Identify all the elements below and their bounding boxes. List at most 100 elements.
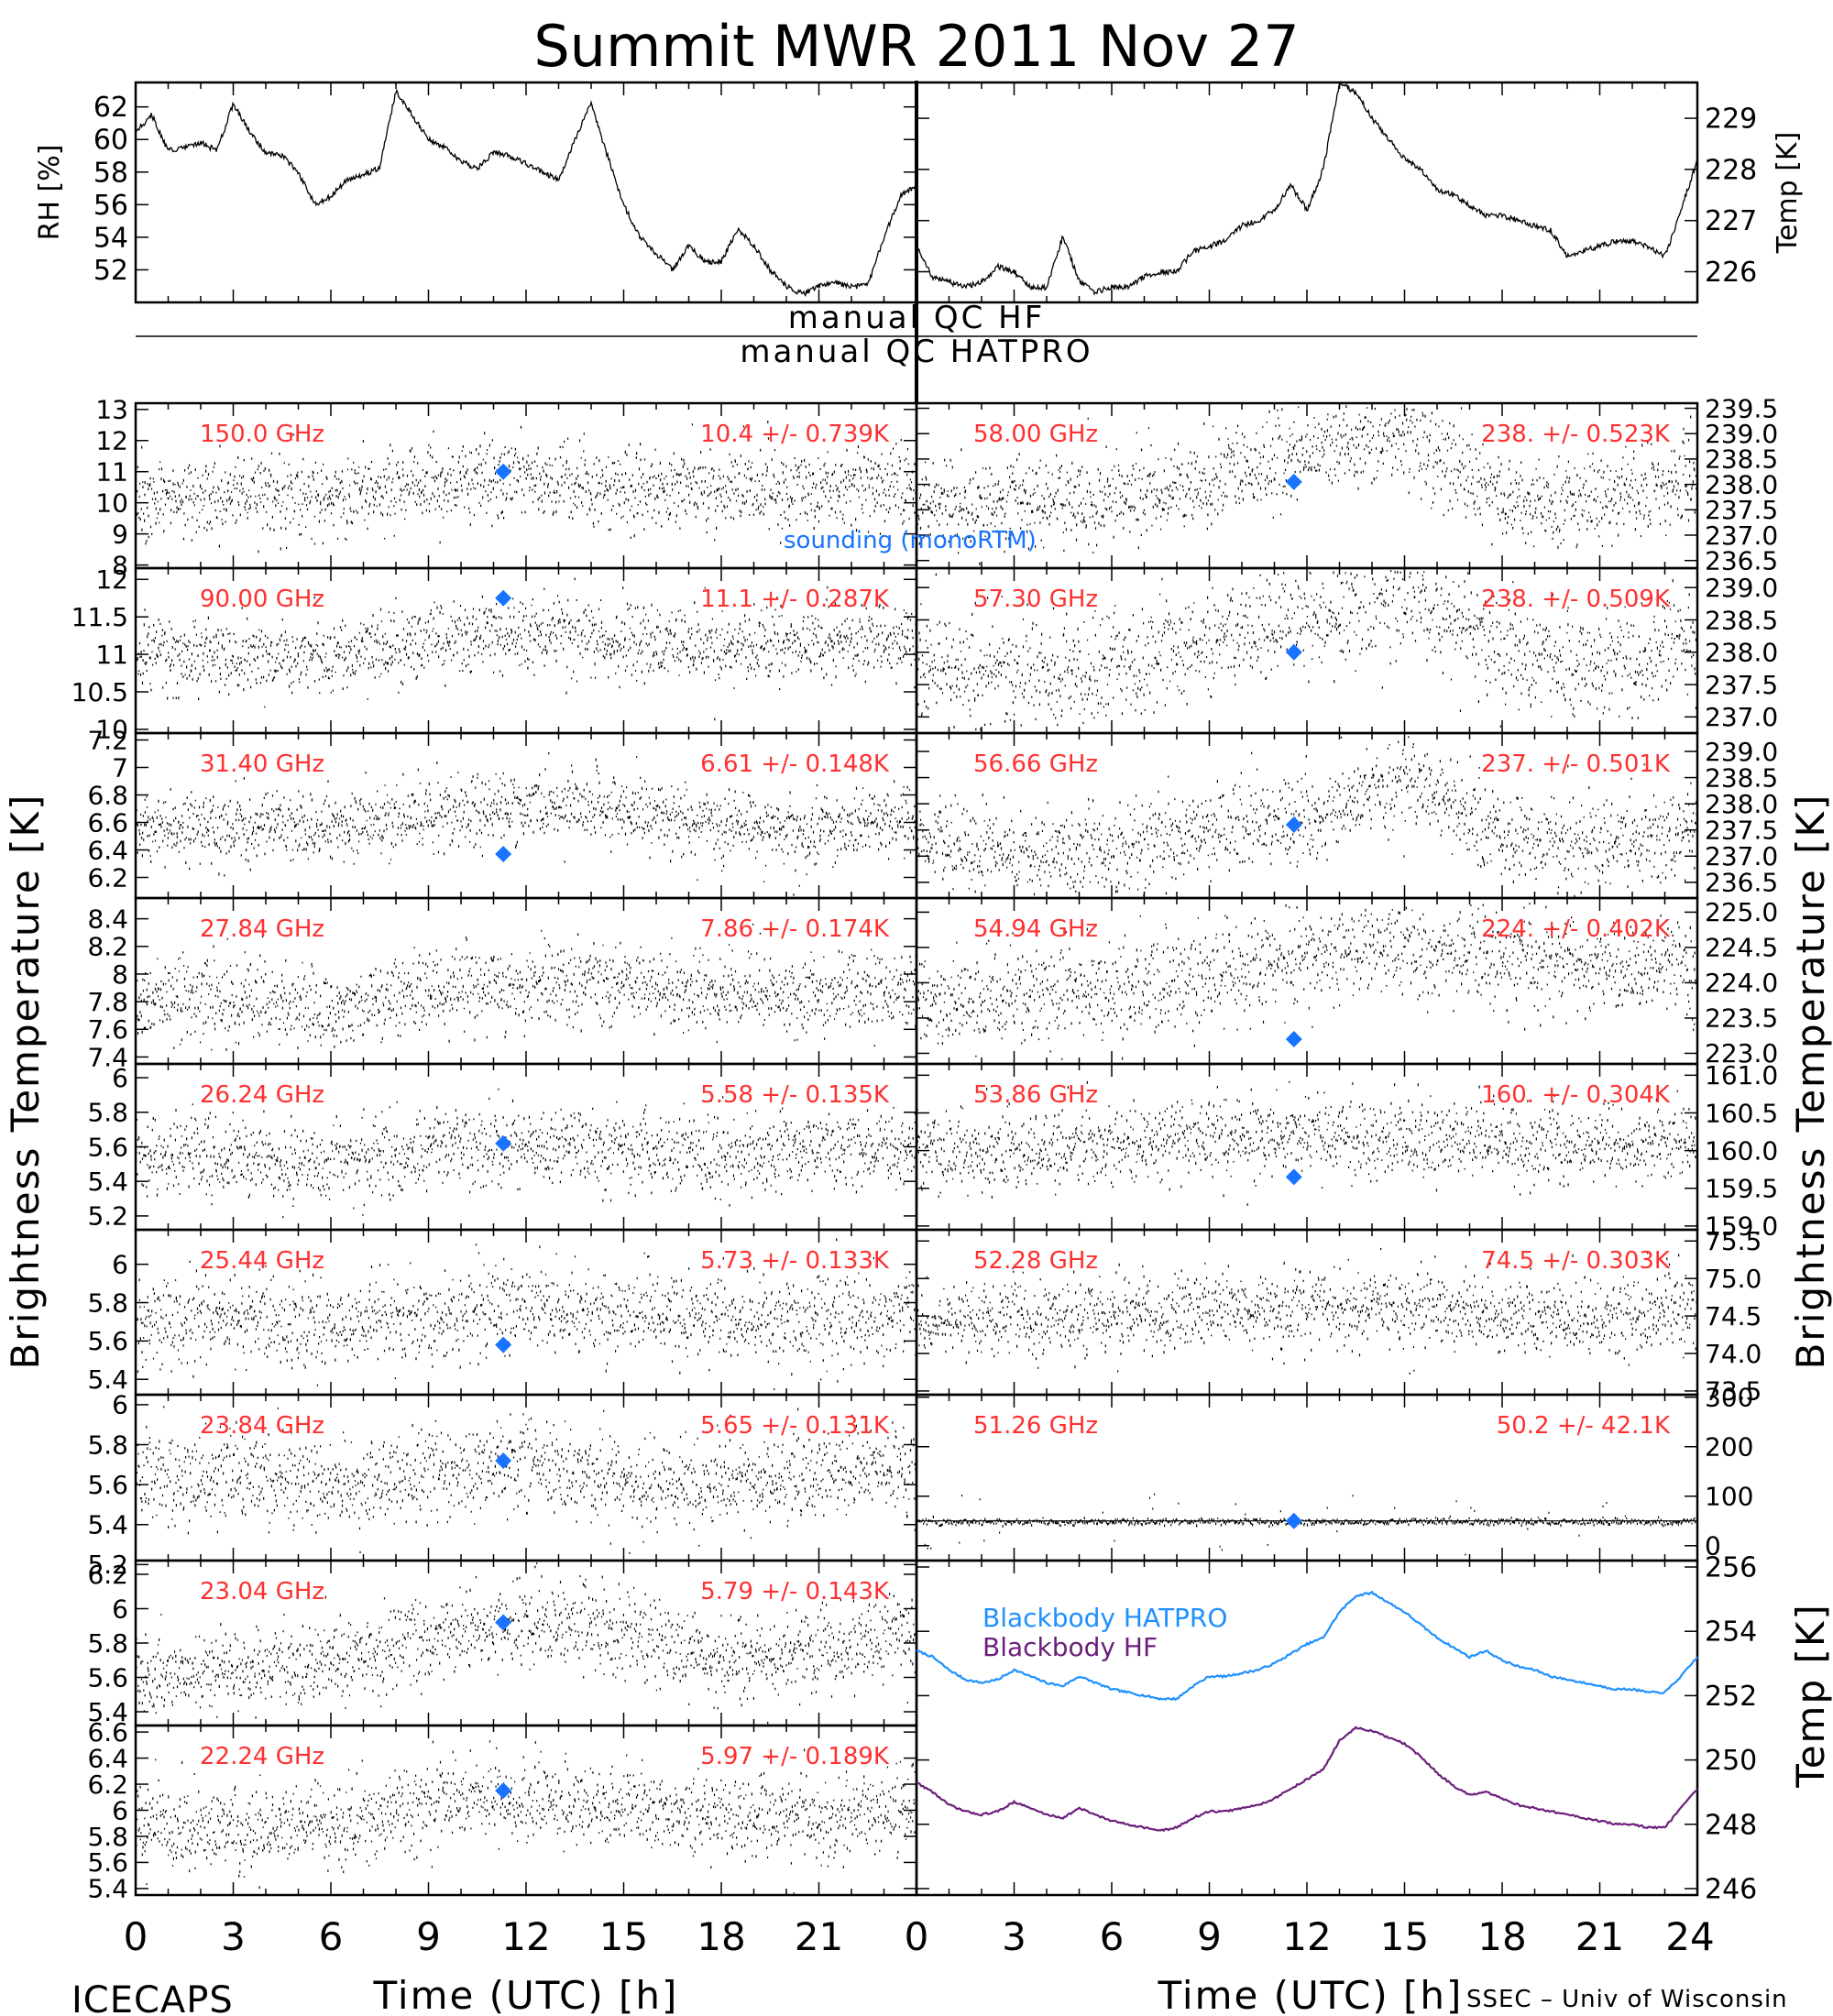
ch2224-panel-y-tick-label: 5.8 [87,1822,128,1852]
ch2784-panel-y-ticks: 7.47.67.888.28.4 [87,904,916,1072]
ch90-panel-sounding-marker [495,589,512,607]
ch2384-panel-y-tick-label: 5.2 [87,1550,128,1580]
left-y-axis-label: Brightness Temperature [K] [3,794,48,1370]
x-tick-label: 9 [1197,1914,1222,1959]
ch2544-panel-y-tick-label: 5.6 [87,1326,128,1356]
ch2304-panel-y-tick-label: 5.6 [87,1662,128,1693]
ch2384-panel-y-tick-label: 5.6 [87,1470,128,1500]
ch2544-panel-stat-label: 5.73 +/- 0.133K [700,1247,890,1275]
ch5126-panel-y-tick-label: 100 [1705,1482,1753,1512]
ch5386-panel-y-tick-label: 161.0 [1705,1060,1778,1090]
x-axis-label-left: Time (UTC) [h] [373,1973,679,2016]
blackbody-panel-x-ticks [916,1561,1698,1895]
ch5730-panel-frequency-label: 57.30 GHz [973,586,1098,613]
ch2304-panel-y-tick-label: 5.4 [87,1697,128,1727]
blackbody-series-hf [916,1726,1698,1833]
blackbody-panel-y-tick-label: 248 [1705,1809,1757,1841]
ch90-panel-data-points [135,577,917,721]
ch150-panel-y-tick-label: 13 [95,395,128,425]
ch5666-panel-y-tick-label: 237.0 [1705,841,1778,871]
ch5730-panel-stat-label: 238. +/- 0.509K [1481,586,1671,613]
blackbody-panel-y-tick-label: 252 [1705,1681,1757,1713]
ch2224-panel-y-tick-label: 6 [112,1795,128,1825]
ch2624-panel-sounding-marker [495,1134,512,1152]
ch5386-panel-sounding-marker [1285,1168,1302,1186]
ch3140-panel-y-ticks: 6.26.46.66.877.2 [87,725,916,893]
ch5730-panel-y-tick-label: 238.0 [1705,638,1778,668]
ch3140-panel-y-tick-label: 6.4 [87,835,128,865]
x-tick-label: 12 [1282,1914,1331,1959]
ch3140-panel-sounding-marker [495,846,512,862]
ch5800-panel-y-tick-label: 237.0 [1705,520,1778,551]
ch2624-panel-y-ticks: 5.2 5.4 5.6 5.8 6 [87,1063,916,1232]
ch2304-panel-sounding-marker [495,1614,512,1631]
ch5386-panel-y-tick-label: 159.5 [1705,1174,1778,1204]
ch5126-panel-y-tick-label: 0 [1705,1531,1721,1561]
ch5800-panel-y-tick-label: 239.0 [1705,419,1778,449]
x-tick-label: 21 [1575,1914,1624,1959]
ch5666-panel-sounding-marker [1285,816,1302,833]
rh-panel-y-tick-label: 60 [93,125,128,157]
ch150-panel-y-tick-label: 11 [95,457,128,488]
ch2224-panel-y-tick-label: 6.4 [87,1743,128,1773]
ch5800-panel-y-tick-label: 238.5 [1705,444,1778,475]
ch5494-panel-y-tick-label: 223.5 [1705,1003,1778,1034]
ch5730-panel-data-points [916,570,1698,731]
ch5800-panel-stat-label: 238. +/- 0.523K [1481,421,1671,448]
ch2224-panel-y-tick-label: 5.4 [87,1874,128,1904]
ch2624-panel-y-tick-label: 6 [112,1063,128,1093]
legend-blackbody-hf: Blackbody HF [982,1632,1158,1662]
ch3140-panel-frequency-label: 31.40 GHz [200,751,324,778]
ch2624-panel-y-tick-label: 5.8 [87,1098,128,1128]
ch5666-panel-frequency-label: 56.66 GHz [973,751,1098,778]
ch5494-panel-data-points [916,903,1698,1060]
ch2384-panel-stat-label: 5.65 +/- 0.131K [700,1412,890,1440]
blackbody-y-axis-label: Temp [K] [1788,1603,1833,1789]
rh-panel-y-tick-label: 52 [93,255,128,287]
ch5494-panel-stat-label: 224. +/- 0.402K [1481,915,1671,943]
ch2304-panel-y-tick-label: 5.8 [87,1628,128,1659]
ch2544-panel-y-tick-label: 5.8 [87,1287,128,1318]
footer-ssec: SSEC – Univ of Wisconsin [1466,1986,1788,2013]
ch90-panel-frequency-label: 90.00 GHz [200,586,324,613]
x-tick-label: 0 [124,1914,148,1959]
ch5228-panel-frequency-label: 52.28 GHz [973,1247,1098,1275]
ch2544-panel-sounding-marker [495,1336,512,1353]
rh-panel-y-tick-label: 62 [93,92,128,124]
ch5800-panel-y-tick-label: 238.0 [1705,469,1778,499]
blackbody-panel-y-tick-label: 246 [1705,1873,1757,1905]
x-tick-label: 12 [501,1914,550,1959]
ch2624-panel-stat-label: 5.58 +/- 0.135K [700,1081,890,1109]
ch5126-panel-frequency-label: 51.26 GHz [973,1412,1098,1440]
ch2784-panel-stat-label: 7.86 +/- 0.174K [700,915,890,943]
ch5730-panel-y-tick-label: 237.0 [1705,702,1778,732]
ch5800-panel-data-points [916,405,1698,565]
ch2784-panel-y-tick-label: 8.4 [87,904,128,934]
ch5228-panel-y-ticks: 73.5 74.0 74.5 75.0 75.5 [916,1226,1762,1407]
ch5666-panel-y-tick-label: 237.5 [1705,816,1778,846]
ch5126-panel-y-ticks: 0 100 200 300 [916,1383,1753,1561]
x-tick-label: 15 [599,1914,648,1959]
ch90-panel-y-tick-label: 12 [95,564,128,595]
ch5494-panel-y-tick-label: 223.0 [1705,1038,1778,1068]
rh-panel-y-tick-label: 58 [93,157,128,189]
ch90-panel-y-ticks: 10 10.5 11 11.5 12 [71,564,916,745]
ch150-panel-stat-label: 10.4 +/- 0.739K [700,421,890,448]
ch5386-panel-y-tick-label: 160.0 [1705,1135,1778,1166]
ch5730-panel-y-tick-label: 237.5 [1705,670,1778,700]
rh-panel-y-tick-label: 56 [93,190,128,222]
ch2784-panel-y-tick-label: 7.6 [87,1014,128,1045]
ch5126-panel-data-points [916,1493,1697,1556]
ch5228-panel-y-tick-label: 75.0 [1705,1264,1762,1294]
ch5494-panel-y-ticks: 223.0 223.5 224.0 224.5 225.0 [916,897,1778,1068]
rh-panel-y-tick-label: 54 [93,222,128,254]
ch150-panel-y-tick-label: 12 [95,426,128,456]
temp-panel-y-axis-label: Temp [K] [1772,132,1804,255]
ch5800-panel-sounding-marker [1285,473,1302,490]
ch2224-panel-y-tick-label: 6.2 [87,1769,128,1800]
ch2224-panel-frequency-label: 22.24 GHz [200,1743,324,1770]
